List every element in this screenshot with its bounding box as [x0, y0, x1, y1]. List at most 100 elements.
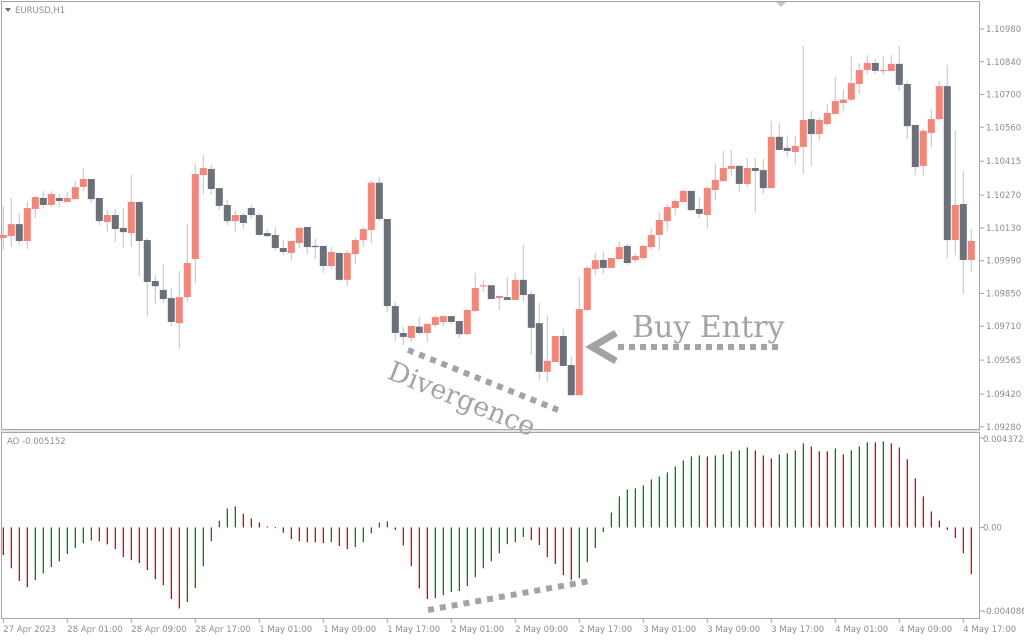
symbol-title[interactable]: EURUSD,H1	[5, 6, 65, 16]
candle	[735, 164, 743, 192]
candle-body-bear	[263, 233, 271, 237]
time-tick-label: 1 May 17:00	[387, 625, 440, 635]
candle	[295, 227, 303, 249]
ao-bar-up	[666, 472, 668, 528]
time-tick-label: 27 Apr 2023	[3, 625, 56, 635]
ao-bar-down	[938, 520, 940, 528]
candle	[87, 178, 95, 204]
arrow-left-icon	[585, 329, 618, 365]
ao-bar-up	[330, 527, 332, 543]
ao-bar-up	[186, 527, 188, 603]
ao-bar-down	[146, 527, 148, 571]
candle	[367, 181, 375, 244]
candle-body-bear	[959, 204, 967, 260]
candle-body-bull	[703, 188, 711, 216]
ao-tick-label: 0.004372	[983, 435, 1024, 445]
ao-bar-down	[402, 527, 404, 546]
candle-body-bull	[831, 101, 839, 114]
ao-bar-down	[826, 451, 828, 528]
candle	[167, 288, 175, 326]
candle-body-bear	[335, 252, 343, 280]
candle	[351, 237, 359, 264]
candle	[127, 175, 135, 248]
ao-bar-down	[2, 527, 4, 556]
candle-body-bear	[895, 63, 903, 85]
candle	[383, 219, 391, 313]
ao-bar-up	[778, 454, 780, 528]
candle-body-bull	[855, 69, 863, 84]
candle-body-bull	[583, 267, 591, 311]
time-tick-label: 3 May 01:00	[643, 625, 696, 635]
candle-body-bull	[551, 336, 559, 362]
candle	[799, 46, 807, 175]
ao-bar-up	[882, 441, 884, 528]
candle	[431, 315, 439, 328]
candle	[575, 277, 583, 396]
dropdown-triangle-icon[interactable]	[5, 8, 11, 12]
candle-body-bear	[527, 294, 535, 328]
price-tick-label: 1.10130	[986, 224, 1021, 234]
candle	[119, 208, 127, 249]
candle	[247, 204, 255, 220]
candle	[519, 244, 527, 302]
candle	[335, 252, 343, 282]
candle-body-bear	[135, 201, 143, 242]
ao-bar-down	[914, 478, 916, 528]
candle-body-bear	[383, 219, 391, 307]
ao-bar-down	[770, 458, 772, 528]
candle-body-bear	[871, 62, 879, 71]
candle-body-bull	[367, 182, 375, 231]
candle	[591, 252, 599, 275]
candle	[479, 279, 487, 292]
ao-bar-down	[98, 527, 100, 542]
candle	[927, 109, 935, 147]
candle-body-bull	[71, 187, 79, 200]
ao-bar-up	[714, 455, 716, 528]
candle	[791, 135, 799, 165]
candle	[455, 321, 463, 338]
candle	[871, 58, 879, 74]
candle-body-bull	[879, 69, 887, 72]
ao-tick-label: 0.00	[983, 523, 1002, 533]
candle-body-bear	[319, 245, 327, 267]
candle	[103, 210, 111, 233]
time-axis[interactable]: 27 Apr 2023 28 Apr 01:00 28 Apr 09:00 28 Ap…	[2, 619, 1016, 635]
candle-body-bull	[295, 227, 303, 244]
candle-body-bear	[375, 182, 383, 220]
candle	[839, 89, 847, 111]
candle	[631, 252, 639, 263]
ao-bar-up	[34, 527, 36, 581]
candle	[183, 223, 191, 302]
candle-body-bull	[711, 179, 719, 190]
shift-marker-icon[interactable]	[776, 2, 786, 7]
candle-body-bull	[887, 63, 895, 71]
candle-body-bull	[935, 86, 943, 120]
ao-bar-up	[514, 527, 516, 543]
ao-bar-down	[898, 447, 900, 528]
candle	[663, 204, 671, 231]
ao-bar-down	[906, 459, 908, 528]
ao-bar-down	[922, 496, 924, 528]
ao-axis[interactable]: 0.004372 0.00 -0.004086	[980, 435, 1024, 617]
symbol-label: EURUSD,H1	[15, 6, 65, 16]
price-axis[interactable]: 1.10980 1.10840 1.10700 1.10560 1.10415 1.102…	[980, 25, 1021, 433]
ao-label: AO -0.005152	[7, 437, 66, 447]
ao-bar-down	[306, 527, 308, 543]
ao-bar-up	[642, 485, 644, 528]
candle	[615, 241, 623, 261]
candle	[231, 211, 239, 233]
candle-body-bear	[447, 316, 455, 322]
candle-body-bull	[191, 174, 199, 260]
candle	[639, 244, 647, 260]
candle-body-bull	[31, 197, 39, 209]
price-tick-label: 1.09710	[986, 322, 1021, 332]
ao-bar-down	[762, 455, 764, 528]
ao-bar-down	[842, 454, 844, 528]
ao-bar-up	[698, 455, 700, 528]
candle-body-bear	[255, 215, 263, 235]
candle-body-bull	[863, 62, 871, 70]
ao-bar-down	[266, 526, 268, 528]
candle	[863, 54, 871, 74]
ao-bar-down	[530, 527, 532, 541]
